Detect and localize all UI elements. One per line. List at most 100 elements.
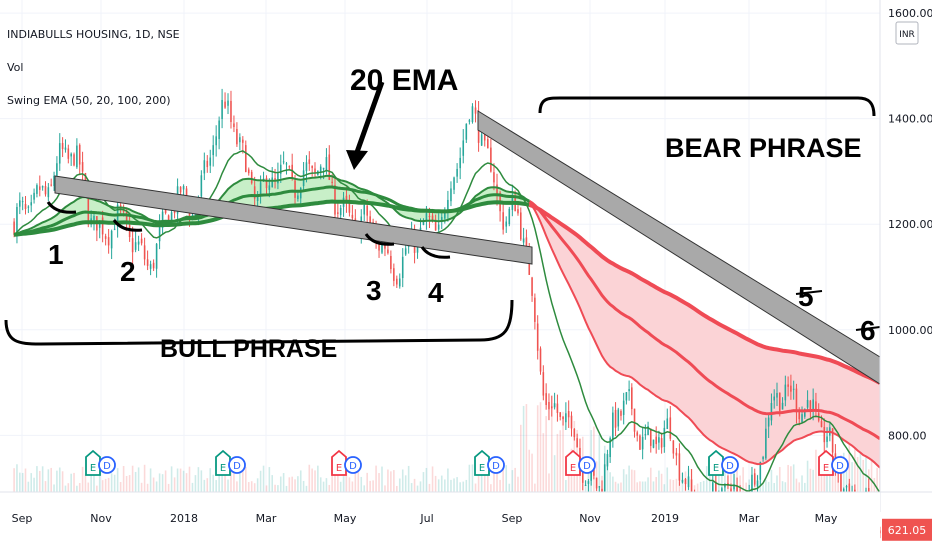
- candle-body: [652, 439, 655, 448]
- candle-body: [387, 249, 389, 254]
- candle-body: [294, 180, 296, 198]
- volume-bar: [167, 483, 170, 492]
- volume-bar: [282, 473, 285, 492]
- volume-bar: [331, 469, 333, 492]
- candle-body: [736, 485, 738, 493]
- bull-phrase-label: BULL PHRASE: [160, 335, 337, 363]
- volume-bar: [528, 449, 531, 492]
- candle-body: [305, 162, 308, 172]
- candle-body: [179, 186, 182, 193]
- candle-body: [87, 197, 90, 225]
- volume-bar: [200, 470, 203, 492]
- symbol-title[interactable]: INDIABULLS HOUSING, 1D, NSE: [7, 28, 180, 41]
- volume-bar: [149, 468, 152, 492]
- candle-body: [459, 157, 461, 169]
- time-scale[interactable]: Sep Nov 2018 Mar May Jul Sep Nov 2019 Mar May: [0, 491, 932, 550]
- volume-bar: [809, 468, 812, 492]
- volume-bar: [456, 477, 458, 492]
- candle-body: [490, 147, 492, 172]
- candle-body: [381, 243, 383, 253]
- volume-bar: [13, 468, 15, 492]
- candle-body: [809, 400, 812, 410]
- price-scale[interactable]: 1600.00 1400.00 1200.00 1000.00 800.00 INR 621…: [879, 0, 932, 541]
- volume-bar: [134, 471, 137, 492]
- volume-bar: [410, 483, 413, 492]
- candle-body: [502, 212, 504, 230]
- volume-bar: [477, 472, 480, 492]
- candle-body: [302, 170, 305, 187]
- volume-bar: [644, 481, 647, 492]
- candle-body: [404, 248, 407, 255]
- volume-bar: [595, 461, 598, 492]
- candle-body: [678, 453, 681, 481]
- volume-bar: [522, 405, 525, 492]
- candle-body: [152, 262, 155, 269]
- candle-body: [256, 194, 259, 201]
- candle-body: [570, 415, 573, 429]
- volume-bar: [247, 482, 250, 492]
- ema-100-line: [528, 199, 881, 441]
- volume-bar: [70, 473, 72, 492]
- volume-bar: [702, 480, 705, 492]
- volume-bar: [784, 482, 787, 492]
- volume-bar: [465, 479, 468, 492]
- candle-body: [113, 228, 116, 230]
- indicator-legend[interactable]: Swing EMA (50, 20, 100, 200): [7, 94, 171, 107]
- candle-body: [675, 452, 678, 456]
- candle-body: [773, 396, 776, 401]
- candle-body: [348, 202, 351, 213]
- volume-bar: [393, 470, 395, 492]
- volume-bar: [519, 424, 522, 492]
- volume-bar: [146, 483, 149, 492]
- candle-body: [609, 438, 611, 458]
- swing-low-mark: [46, 201, 77, 214]
- swing-number-2: 2: [120, 256, 136, 287]
- volume-bar: [693, 485, 696, 492]
- price-scale-tick: 1400.00: [888, 113, 932, 126]
- volume-bar: [262, 465, 265, 492]
- volume-bar: [647, 477, 649, 492]
- volume-bar: [553, 455, 556, 492]
- candle-body: [76, 145, 78, 168]
- earnings-letter: E: [713, 463, 719, 474]
- candle-body: [840, 472, 842, 495]
- candle-body: [815, 401, 817, 412]
- volume-bar: [612, 476, 614, 492]
- volume-bar: [483, 472, 486, 492]
- volume-bar: [212, 474, 215, 492]
- candle-body: [562, 416, 564, 420]
- volume-bar: [98, 473, 101, 492]
- volume-legend[interactable]: Vol: [7, 61, 24, 74]
- volume-bar: [322, 481, 325, 492]
- volume-bar: [122, 465, 125, 492]
- candle-body: [536, 323, 539, 351]
- volume-bar: [19, 472, 21, 492]
- volume-bar: [468, 464, 471, 492]
- volume-bar: [724, 467, 726, 492]
- volume-bar: [718, 464, 720, 492]
- candle-body: [434, 219, 437, 231]
- candle-body: [396, 278, 398, 285]
- candle-body: [137, 241, 140, 245]
- volume-bar: [721, 464, 723, 492]
- candle-body: [319, 166, 322, 172]
- last-price-badge: [882, 518, 932, 541]
- candle-body: [425, 213, 428, 222]
- candle-body: [428, 216, 431, 218]
- volume-bar: [110, 473, 113, 492]
- candle-body: [531, 277, 533, 296]
- volume-bar: [33, 477, 35, 492]
- candle-body: [244, 145, 247, 173]
- candle-body: [628, 389, 630, 392]
- candle-body: [576, 438, 578, 448]
- candle-body: [224, 101, 226, 108]
- volume-bar: [140, 482, 143, 492]
- volume-bar: [381, 466, 383, 492]
- candle-body: [787, 384, 789, 387]
- swing-low-mark: [420, 246, 451, 259]
- volume-bar: [453, 478, 455, 492]
